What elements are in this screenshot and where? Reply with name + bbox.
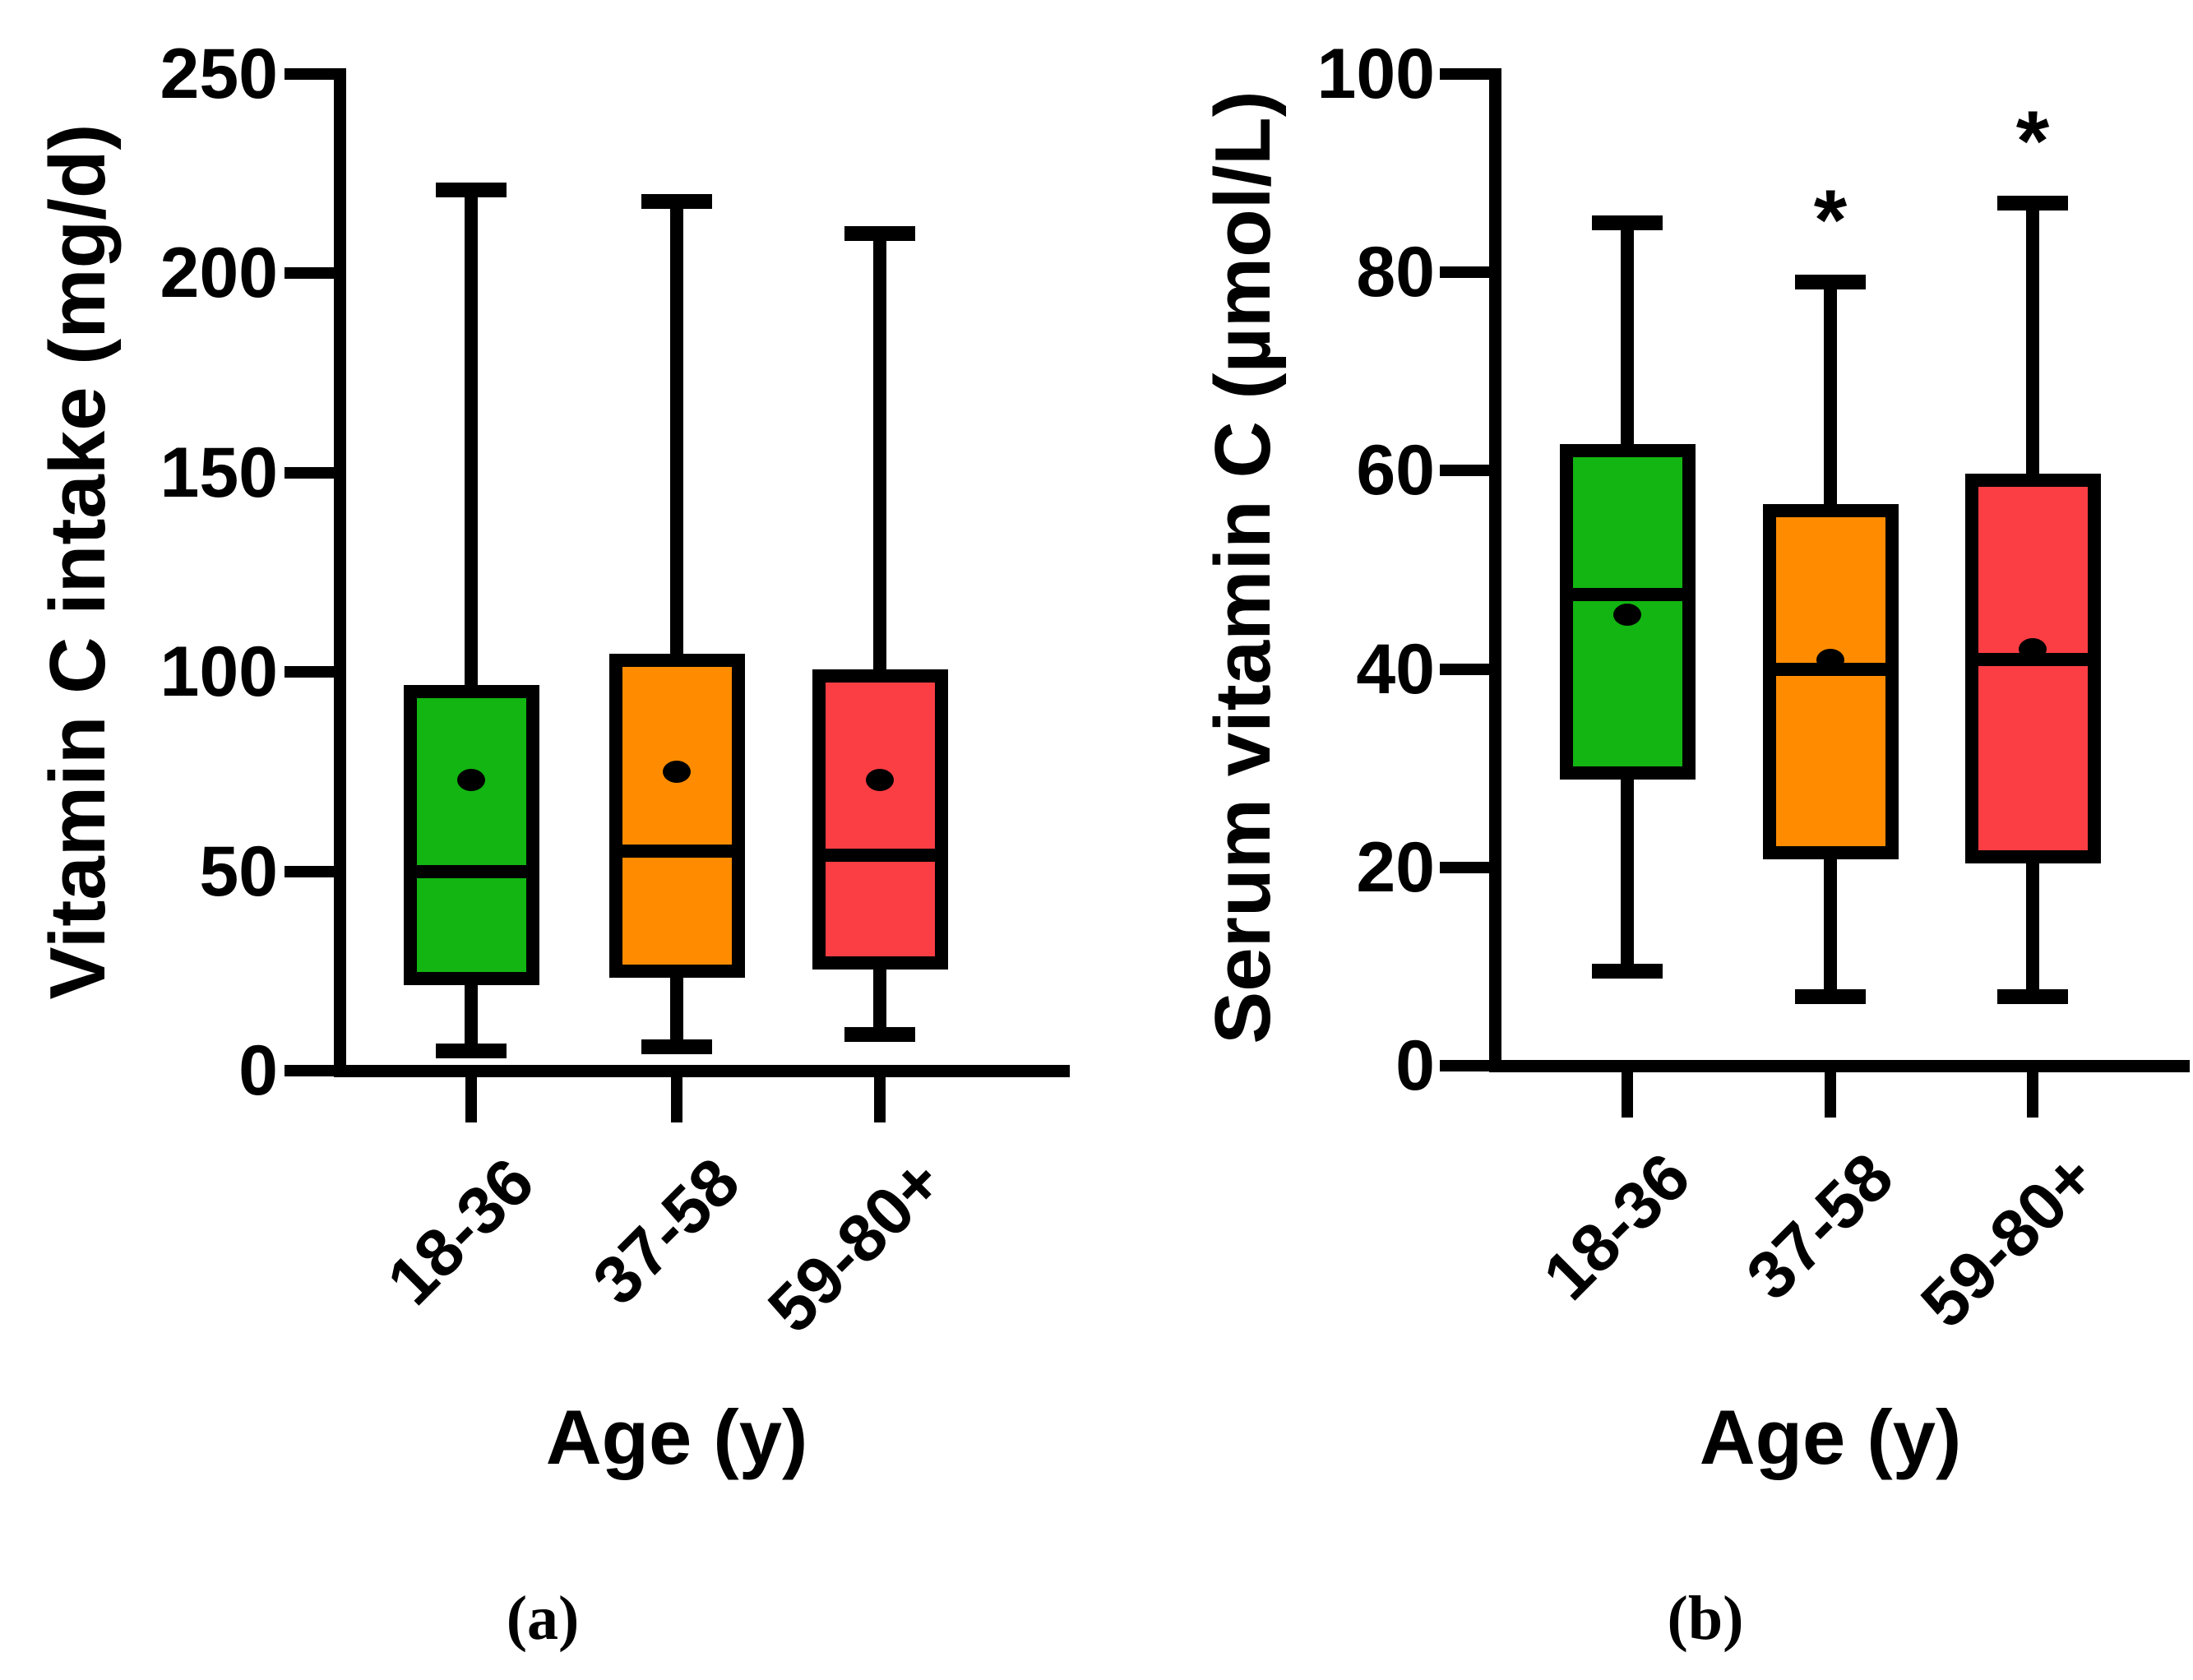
whisker-cap-max — [1997, 196, 2068, 211]
whisker-cap-min — [436, 1044, 507, 1058]
x-axis-line — [334, 1065, 1070, 1077]
x-tick — [465, 1077, 477, 1122]
y-tick-label: 20 — [1356, 828, 1435, 907]
y-tick — [1440, 68, 1489, 80]
whisker-cap-max — [436, 183, 507, 197]
median-line — [1560, 588, 1696, 601]
y-tick — [1440, 664, 1489, 675]
box-37-58 — [1763, 504, 1899, 859]
y-tick-label: 0 — [1395, 1026, 1435, 1105]
mean-dot — [457, 769, 485, 791]
box-18-36 — [404, 685, 539, 985]
y-tick — [285, 467, 334, 479]
y-tick — [285, 1065, 334, 1076]
panel-a-x-axis-title: Age (y) — [545, 1394, 808, 1480]
y-tick-label: 40 — [1356, 630, 1435, 709]
y-tick-label: 100 — [160, 632, 279, 711]
y-tick-label: 80 — [1356, 233, 1435, 312]
y-tick-label: 150 — [160, 433, 279, 512]
whisker-cap-min — [844, 1027, 915, 1042]
panel-a-letter: (a) — [506, 1584, 580, 1653]
box-59-80+ — [1965, 474, 2101, 863]
whisker-cap-min — [641, 1039, 712, 1054]
panel-b-letter: (b) — [1667, 1584, 1744, 1653]
whisker-cap-max — [641, 194, 712, 209]
y-tick — [1440, 266, 1489, 278]
mean-dot — [663, 761, 691, 783]
median-line — [812, 849, 948, 862]
x-tick — [1622, 1072, 1633, 1118]
y-tick-label: 200 — [160, 234, 279, 312]
y-tick — [285, 68, 334, 80]
y-tick-label: 60 — [1356, 431, 1435, 510]
box-59-80+ — [812, 669, 948, 970]
significance-asterisk: * — [2015, 94, 2050, 189]
y-tick — [285, 267, 334, 279]
y-tick — [1440, 465, 1489, 476]
x-tick — [2027, 1072, 2038, 1118]
x-tick — [671, 1077, 682, 1122]
significance-asterisk: * — [1813, 173, 1848, 268]
y-tick — [285, 666, 334, 678]
mean-dot — [2019, 638, 2047, 660]
whisker-cap-min — [1997, 989, 2068, 1004]
whisker-cap-min — [1795, 989, 1866, 1004]
panel-b-x-axis-title: Age (y) — [1699, 1394, 1962, 1480]
whisker-cap-min — [1592, 964, 1663, 979]
y-tick-label: 250 — [160, 35, 279, 113]
y-tick-label: 0 — [238, 1031, 278, 1110]
panel-a-y-axis-title: Vitamin C intake (mg/d) — [34, 123, 122, 1000]
median-line — [404, 865, 539, 878]
x-tick — [1825, 1072, 1836, 1118]
mean-dot — [1816, 649, 1844, 671]
mean-dot — [866, 769, 894, 791]
y-tick — [1440, 1060, 1489, 1071]
y-tick — [1440, 862, 1489, 873]
whisker-cap-max — [1795, 275, 1866, 289]
y-axis-line — [334, 68, 346, 1076]
panel-b-y-axis-title: Serum vitamin C (µmol/L) — [1199, 90, 1287, 1044]
y-tick-label: 100 — [1316, 35, 1436, 113]
whisker-cap-max — [844, 226, 915, 241]
y-axis-line — [1489, 68, 1501, 1071]
median-line — [609, 845, 745, 858]
whisker-cap-max — [1592, 215, 1663, 230]
mean-dot — [1613, 604, 1641, 626]
y-tick-label: 50 — [199, 832, 278, 911]
x-tick — [874, 1077, 886, 1122]
x-axis-line — [1489, 1060, 2190, 1072]
box-37-58 — [609, 654, 745, 978]
y-tick — [285, 866, 334, 877]
